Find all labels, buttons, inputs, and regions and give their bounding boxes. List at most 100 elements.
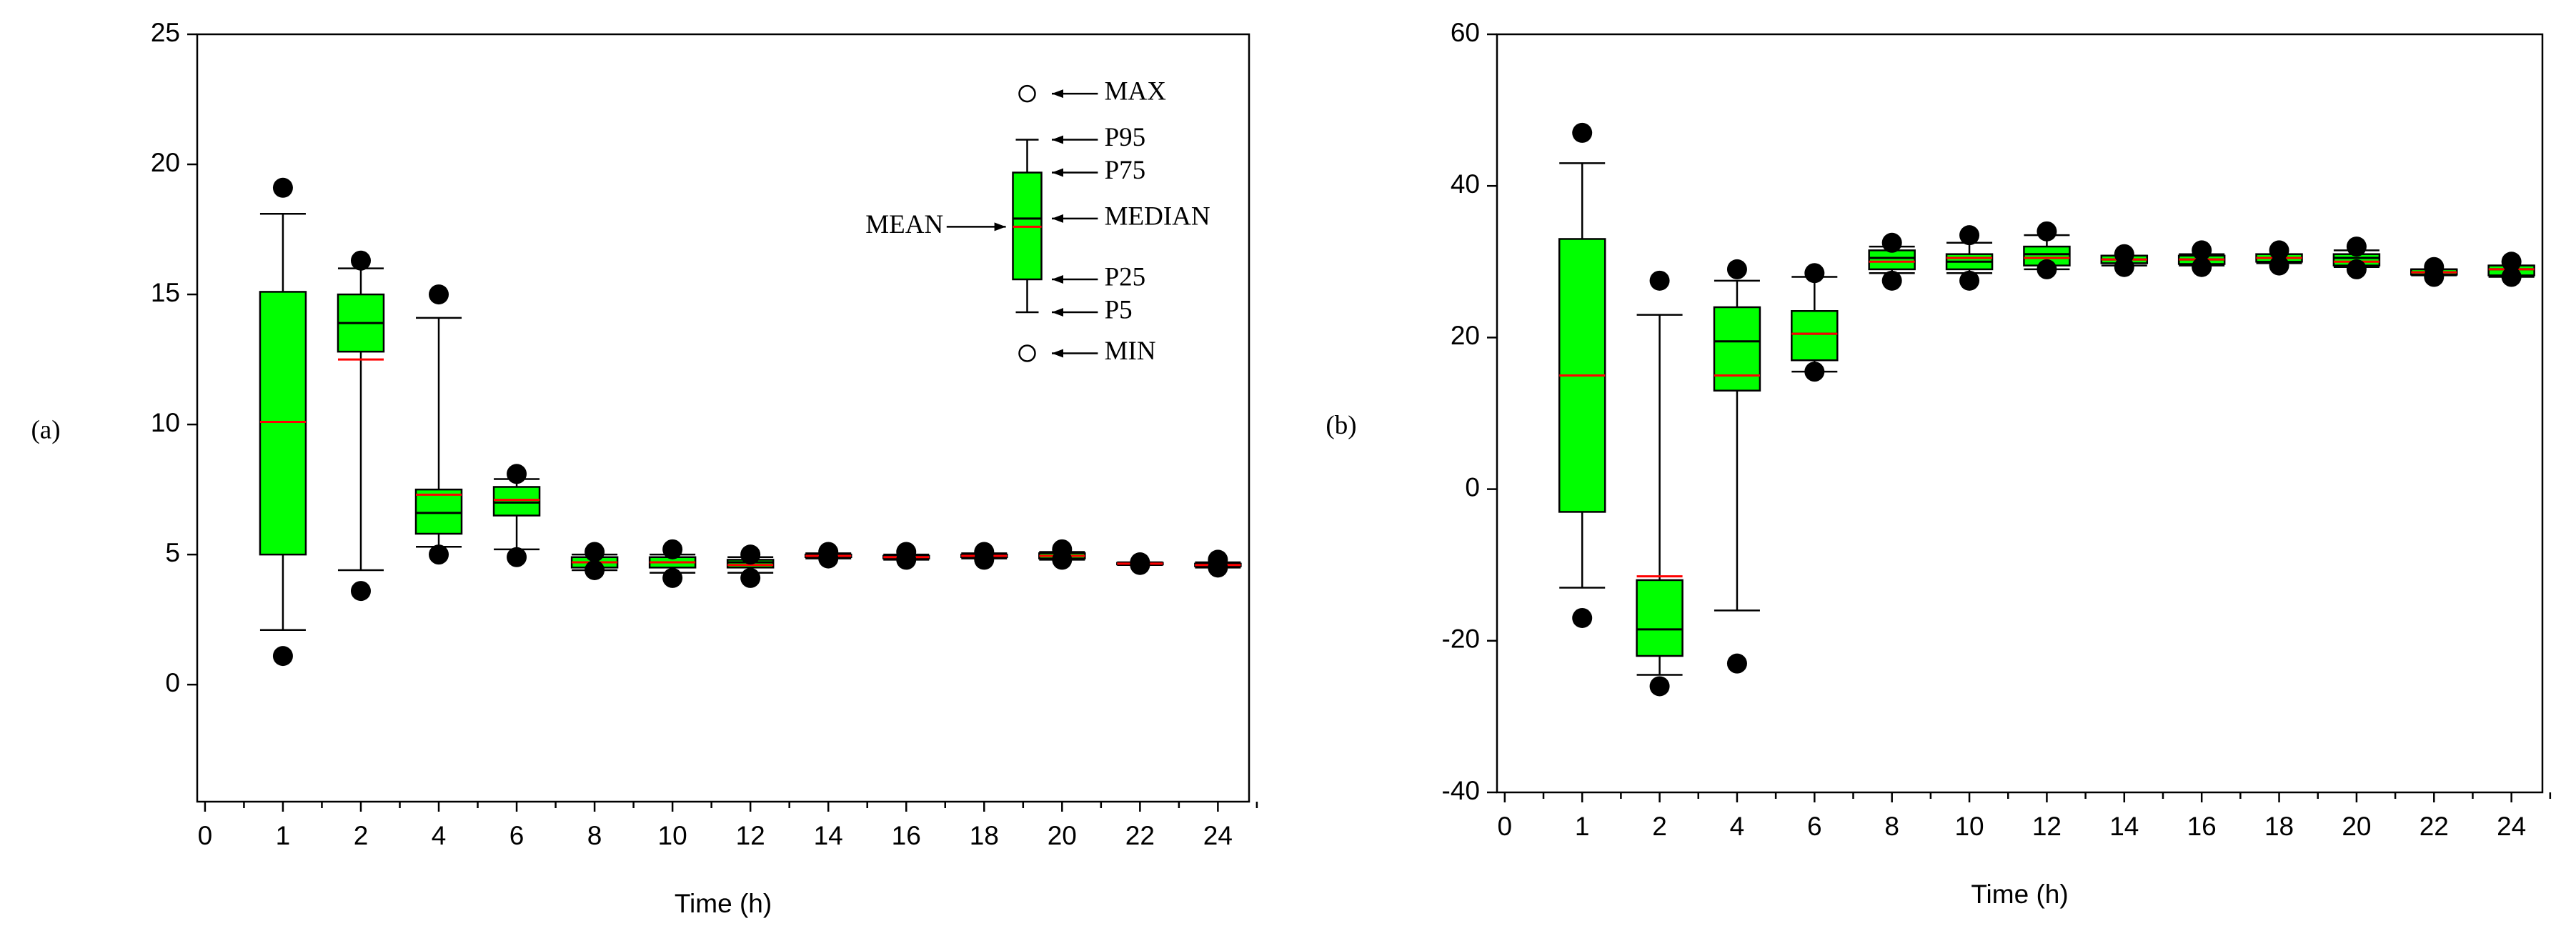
min-point — [740, 567, 761, 588]
max-point — [662, 539, 683, 559]
max-point — [507, 464, 527, 484]
legend-arrow-head — [1052, 275, 1063, 284]
x-tick-label: 24 — [2497, 812, 2526, 841]
max-point — [1649, 270, 1670, 291]
legend-label: P5 — [1105, 295, 1133, 324]
legend-label: MEDIAN — [1105, 201, 1210, 231]
legend-max — [1018, 84, 1036, 103]
min-point — [974, 549, 995, 570]
max-point — [1572, 122, 1593, 143]
y-tick-label: 10 — [151, 408, 180, 437]
x-tick-label: 0 — [198, 821, 213, 850]
min-point — [350, 581, 371, 602]
x-tick-label: 16 — [2187, 812, 2217, 841]
x-tick-label: 14 — [814, 821, 843, 850]
max-point — [1726, 259, 1747, 279]
box — [1713, 306, 1761, 392]
legend-arrow-head — [1052, 168, 1063, 177]
panel-label: (a) — [31, 415, 60, 444]
x-tick-label: 8 — [587, 821, 602, 850]
legend-label: P25 — [1105, 262, 1146, 292]
legend-arrow-head — [1052, 214, 1063, 223]
min-point — [2114, 257, 2134, 277]
x-tick-label: 4 — [1730, 812, 1745, 841]
min-point — [1649, 676, 1670, 697]
max-point — [2346, 237, 2367, 257]
min-point — [1208, 557, 1228, 578]
x-tick-label: 20 — [2342, 812, 2371, 841]
y-tick-label: 0 — [165, 668, 180, 697]
min-point — [507, 547, 527, 567]
x-tick-label: 8 — [1884, 812, 1899, 841]
plot-frame — [196, 33, 1250, 803]
x-tick-label: 1 — [276, 821, 291, 850]
x-tick-label: 0 — [1498, 812, 1513, 841]
x-tick-label: 18 — [2264, 812, 2294, 841]
min-point — [1881, 270, 1902, 291]
legend-arrow-head — [1052, 349, 1063, 358]
y-tick-label: 5 — [165, 538, 180, 567]
x-tick-label: 22 — [2420, 812, 2449, 841]
max-point — [272, 177, 293, 198]
min-point — [429, 544, 449, 565]
min-point — [1804, 362, 1825, 382]
max-point — [740, 544, 761, 565]
max-point — [429, 284, 449, 305]
max-point — [1881, 232, 1902, 253]
min-point — [1572, 607, 1593, 628]
x-tick-label: 12 — [736, 821, 765, 850]
y-tick-label: -40 — [1442, 776, 1480, 805]
min-point — [2192, 257, 2212, 277]
box — [1868, 249, 1916, 271]
legend-label: P75 — [1105, 156, 1146, 185]
min-point — [1726, 653, 1747, 674]
y-tick-label: 0 — [1465, 472, 1480, 502]
y-tick-label: 40 — [1451, 169, 1480, 199]
plot-frame — [1496, 33, 2544, 794]
min-point — [662, 567, 683, 588]
box — [1636, 579, 1684, 657]
max-point — [2192, 240, 2212, 261]
min-point — [2269, 255, 2289, 276]
max-point — [1804, 263, 1825, 284]
y-tick-label: 25 — [151, 18, 180, 47]
x-axis-title: Time (h) — [675, 889, 772, 918]
x-tick-label: 22 — [1125, 821, 1155, 850]
max-point — [350, 250, 371, 271]
min-point — [1130, 554, 1150, 575]
x-tick-label: 4 — [432, 821, 447, 850]
y-tick-label: 60 — [1451, 18, 1480, 47]
min-point — [585, 559, 605, 580]
legend-min — [1018, 344, 1036, 362]
legend-arrow-head — [1052, 135, 1063, 144]
x-tick-label: 16 — [892, 821, 921, 850]
legend-label: MAX — [1105, 77, 1167, 106]
x-tick-label: 20 — [1048, 821, 1077, 850]
x-tick-label: 2 — [354, 821, 369, 850]
box — [492, 486, 541, 517]
x-tick-label: 1 — [1575, 812, 1590, 841]
legend-label: MIN — [1105, 337, 1156, 366]
min-point — [2501, 267, 2522, 287]
x-tick-label: 2 — [1652, 812, 1667, 841]
x-tick-label: 10 — [658, 821, 687, 850]
x-tick-label: 24 — [1203, 821, 1233, 850]
y-tick-label: -20 — [1442, 624, 1480, 654]
y-tick-label: 15 — [151, 278, 180, 307]
y-tick-label: 20 — [1451, 321, 1480, 350]
x-tick-label: 18 — [970, 821, 999, 850]
legend-label: P95 — [1105, 123, 1146, 152]
min-point — [2346, 259, 2367, 279]
x-axis-title: Time (h) — [1971, 880, 2068, 909]
min-point — [818, 548, 839, 569]
min-point — [2424, 267, 2445, 287]
legend-arrow-head — [1052, 308, 1063, 317]
legend-arrow-head — [994, 222, 1006, 231]
max-point — [1959, 225, 1980, 246]
min-point — [1959, 270, 1980, 291]
box — [414, 488, 463, 535]
min-point — [272, 646, 293, 667]
max-point — [585, 542, 605, 562]
